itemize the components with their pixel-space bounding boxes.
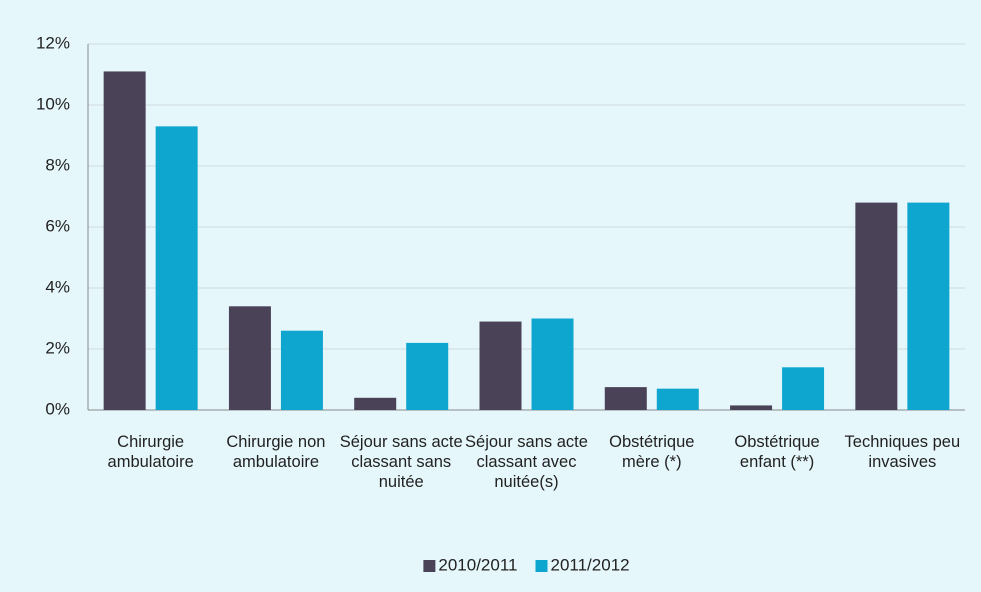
bar	[656, 388, 699, 410]
bar	[531, 318, 574, 410]
bar	[907, 202, 950, 410]
legend-label: 2011/2012	[551, 555, 630, 574]
y-tick-label: 8%	[45, 155, 70, 174]
x-tick-label: Séjour sans acte classant sans nuitée	[339, 433, 463, 491]
y-tick-label: 4%	[45, 277, 70, 296]
bar	[354, 397, 397, 410]
bar	[604, 387, 647, 410]
legend-swatch	[535, 560, 548, 572]
y-tick-label: 6%	[45, 216, 70, 235]
bar	[782, 367, 825, 410]
y-tick-label: 10%	[36, 94, 70, 113]
x-tick-label: Techniques peu invasives	[844, 433, 961, 471]
bar	[228, 306, 271, 410]
x-tick-label: Séjour sans acte classant avec nuitée(s)	[465, 433, 588, 491]
x-tick-label: Chirurgie ambulatoire	[107, 433, 194, 471]
legend-label: 2010/2011	[438, 555, 517, 574]
legend-swatch	[423, 560, 436, 572]
x-tick-label: Chirurgie non ambulatoire	[226, 433, 326, 471]
y-tick-label: 2%	[45, 338, 70, 357]
y-tick-label: 12%	[36, 33, 70, 52]
x-tick-label: Obstétrique mère (*)	[609, 433, 695, 471]
bar	[103, 71, 146, 410]
bar	[730, 405, 773, 410]
bar	[855, 202, 898, 410]
bar	[479, 321, 522, 410]
bar	[280, 330, 323, 410]
y-tick-label: 0%	[45, 399, 70, 418]
bar	[406, 342, 449, 410]
bar	[155, 126, 198, 410]
x-tick-label: Obstétrique enfant (**)	[734, 433, 820, 471]
